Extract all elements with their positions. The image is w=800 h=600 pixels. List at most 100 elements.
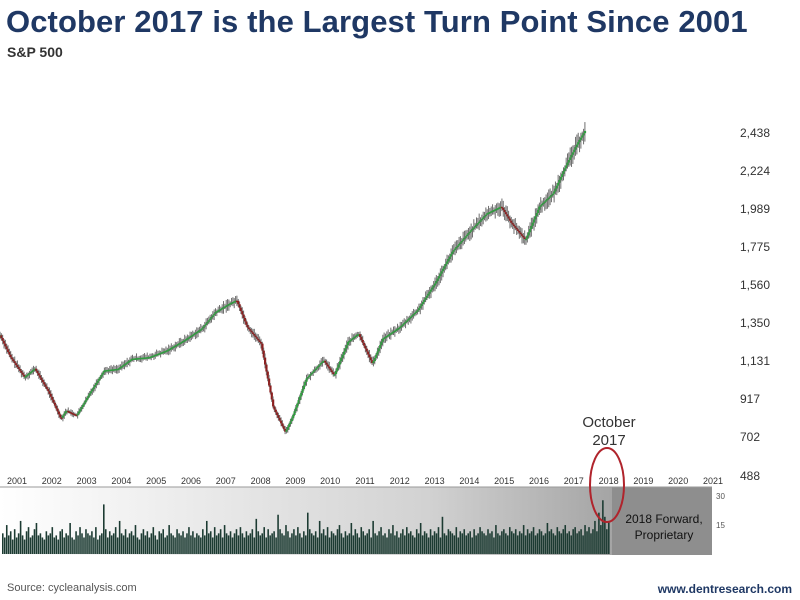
x-axis: 2001 2002 2003 2004 2005 2006 2007 2008 2009 2010… <box>7 476 723 486</box>
volume-bar <box>336 529 339 554</box>
price-bar <box>562 171 565 175</box>
volume-bar <box>360 527 363 554</box>
volume-bar <box>225 533 228 554</box>
volume-bar <box>122 535 125 554</box>
source-note: Source: cycleanalysis.com <box>7 582 137 594</box>
volume-bar <box>396 531 398 554</box>
price-bar <box>202 326 205 329</box>
price-bar <box>178 343 181 345</box>
volume-bar <box>295 535 297 554</box>
price-bar <box>278 417 281 421</box>
price-series <box>0 122 587 435</box>
volume-bar <box>184 537 186 554</box>
price-bar <box>504 212 508 215</box>
price-bar <box>574 147 577 150</box>
volume-bar <box>297 527 299 554</box>
forecast-panel-background <box>612 487 712 555</box>
volume-bar <box>576 533 578 554</box>
price-bar <box>432 285 435 288</box>
price-bar <box>518 230 521 233</box>
price-bar <box>231 301 235 304</box>
price-bar <box>363 342 366 346</box>
volume-bar <box>170 533 172 554</box>
price-bar <box>112 369 115 371</box>
price-bar <box>476 223 480 225</box>
price-bar <box>535 212 538 217</box>
price-bar <box>24 376 27 378</box>
price-bar <box>484 214 488 217</box>
price-bar <box>581 135 584 138</box>
price-bar <box>582 133 585 136</box>
volume-bar <box>87 533 89 554</box>
price-bar <box>210 316 213 319</box>
price-bar <box>152 355 156 357</box>
volume-bar <box>592 529 594 554</box>
volume-bar <box>340 533 343 554</box>
price-bar <box>60 417 63 419</box>
volume-bar <box>324 535 327 554</box>
price-bar <box>455 247 458 249</box>
price-bar <box>187 337 190 339</box>
price-bar <box>533 219 536 223</box>
volume-bar <box>21 535 24 554</box>
volume-bar <box>196 533 198 554</box>
volume-bar <box>275 537 277 554</box>
volume-bar <box>358 537 361 554</box>
price-bar <box>148 356 152 359</box>
price-bar <box>447 259 450 262</box>
price-bar <box>40 377 43 380</box>
price-bar <box>545 200 548 202</box>
price-bar <box>298 396 302 401</box>
price-bar <box>257 338 260 341</box>
price-bar <box>368 354 371 358</box>
annotations: October 2017 2018 Forward, Proprietary <box>582 414 702 542</box>
volume-bar <box>455 527 458 554</box>
price-bar <box>364 345 367 349</box>
x-tick-label: 2002 <box>42 476 62 486</box>
price-bar <box>45 386 49 389</box>
price-bar <box>193 333 196 336</box>
volume-bar <box>437 527 440 554</box>
price-bar <box>583 130 587 134</box>
price-bar <box>119 367 122 369</box>
volume-bar <box>560 533 563 554</box>
price-bar <box>35 368 38 371</box>
volume-bar <box>507 535 509 554</box>
volume-bar <box>65 533 67 554</box>
volume-bar <box>101 533 103 554</box>
price-bar <box>57 411 61 415</box>
volume-bar <box>384 533 386 554</box>
annotation-month: October <box>582 414 635 431</box>
website-link[interactable]: www.dentresearch.com <box>657 582 792 596</box>
price-bar <box>388 334 391 336</box>
price-bar <box>201 328 204 330</box>
price-bar <box>209 318 212 321</box>
price-bar <box>154 354 157 357</box>
volume-bar <box>562 529 565 554</box>
volume-bar <box>27 527 30 554</box>
volume-bar <box>148 537 151 554</box>
y-tick-label: 1,350 <box>740 316 770 330</box>
volume-bar <box>572 529 574 554</box>
volume-bar <box>417 533 420 554</box>
volume-bar <box>372 520 374 554</box>
volume-bar <box>320 533 323 554</box>
price-bar <box>344 348 347 352</box>
price-bar <box>106 370 109 372</box>
volume-bar <box>558 531 561 554</box>
price-bar <box>174 345 177 348</box>
price-bar <box>558 179 561 183</box>
volume-bar <box>380 527 382 554</box>
price-bar <box>561 174 564 177</box>
volume-bar <box>5 525 8 554</box>
price-bar <box>496 208 500 210</box>
price-bar <box>393 330 397 332</box>
volume-bar <box>522 525 525 554</box>
volume-bar <box>556 527 559 554</box>
x-tick-label: 2021 <box>703 476 723 486</box>
price-bar <box>168 348 172 351</box>
volume-bar <box>435 533 438 554</box>
price-bar <box>49 393 53 397</box>
price-bar <box>170 347 173 350</box>
